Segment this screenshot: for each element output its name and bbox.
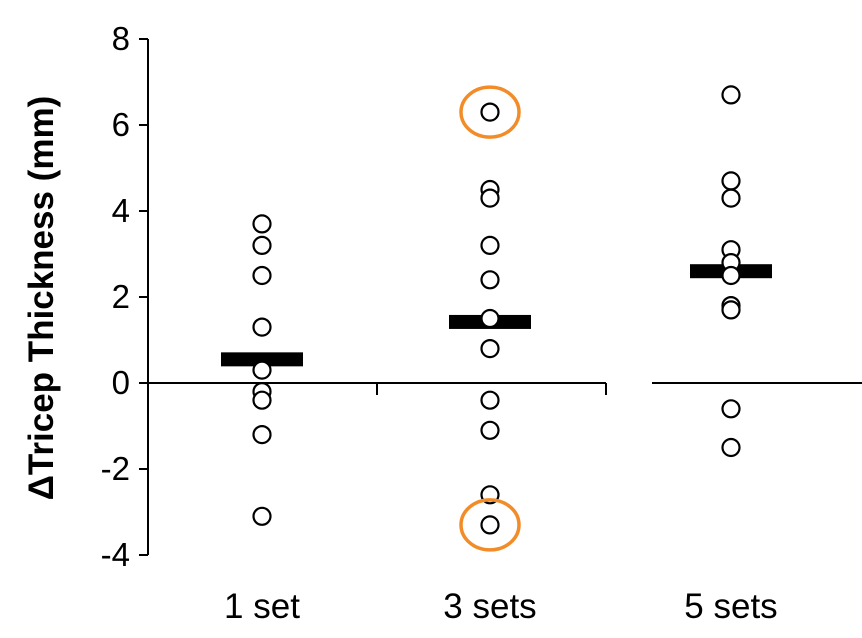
y-tick-label: 4 [112,192,130,229]
data-point [480,102,500,122]
highlight-oval [459,85,521,139]
data-point [721,265,741,286]
data-point [721,399,741,419]
data-point [252,265,272,286]
y-axis: 8 6 4 2 0 -2 -4 [101,20,149,573]
data-point [721,85,741,105]
x-category-label: 3 sets [443,587,536,626]
data-point [252,235,272,255]
highlight-circles [459,85,521,552]
data-point [252,390,272,410]
y-tick-label: -4 [101,536,130,573]
y-tick-label: 6 [112,106,130,143]
data-point [252,506,272,526]
data-point [480,420,500,440]
mean-bar [221,352,303,367]
x-axis: 1 set 3 sets 5 sets [148,382,862,626]
data-point [480,339,500,359]
data-point [480,390,500,410]
data-point [252,360,272,380]
data-point [721,171,741,191]
data-point [721,188,741,208]
data-point [252,317,272,337]
data-point [480,515,500,535]
x-category-label: 1 set [224,587,300,626]
data-point [252,425,272,445]
data-point [721,437,741,458]
data-point [480,270,500,290]
y-tick-label: 2 [112,278,130,315]
x-category-label: 5 sets [684,587,777,626]
highlight-oval [459,498,521,552]
data-point [480,308,500,329]
data-point [480,235,500,255]
data-point [252,214,272,234]
data-points [252,85,741,535]
y-tick-label: 0 [112,364,130,401]
data-point [721,300,741,320]
y-tick-label: -2 [101,450,130,487]
data-point [480,188,500,208]
y-tick-label: 8 [112,20,130,57]
mean-bars [221,264,772,367]
y-axis-title: ΔTricep Thickness (mm) [22,96,61,500]
